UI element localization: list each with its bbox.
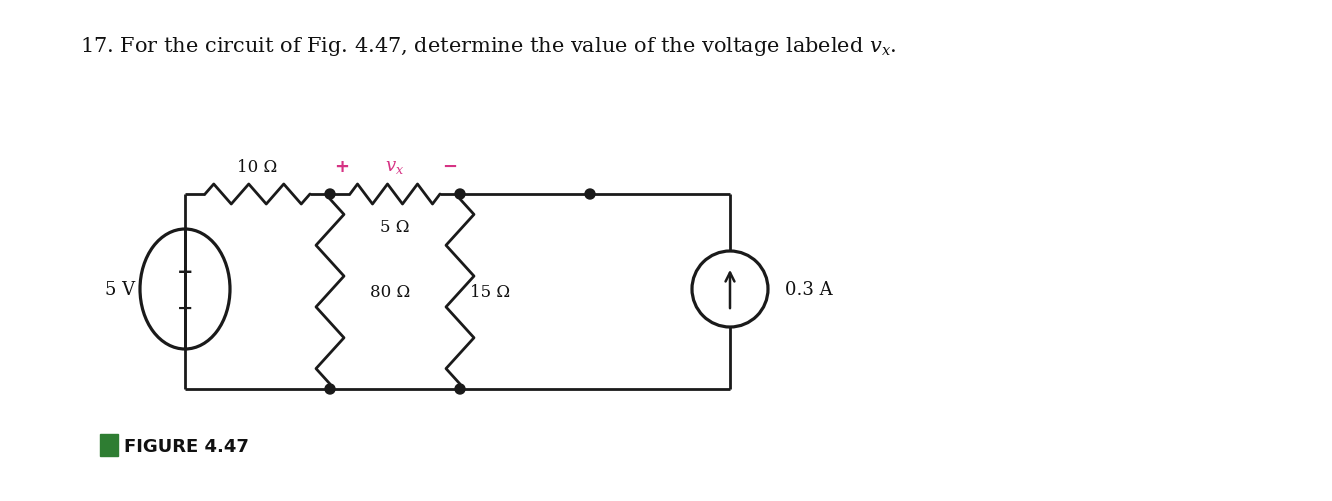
Text: 0.3 A: 0.3 A <box>785 281 832 299</box>
Text: 5 V: 5 V <box>105 281 135 299</box>
Text: +: + <box>177 262 193 281</box>
Text: $v_x$: $v_x$ <box>385 158 405 176</box>
Text: −: − <box>442 158 458 176</box>
Circle shape <box>325 384 336 394</box>
Circle shape <box>456 384 465 394</box>
Text: 17. For the circuit of Fig. 4.47, determine the value of the voltage labeled $v_: 17. For the circuit of Fig. 4.47, determ… <box>80 36 896 59</box>
Circle shape <box>585 189 595 199</box>
Text: 10 Ω: 10 Ω <box>237 158 277 175</box>
Bar <box>100 434 119 456</box>
Text: 5 Ω: 5 Ω <box>380 218 410 235</box>
Text: −: − <box>177 298 193 317</box>
Text: FIGURE 4.47: FIGURE 4.47 <box>124 437 249 455</box>
Text: 15 Ω: 15 Ω <box>470 284 510 301</box>
Text: +: + <box>334 158 349 176</box>
Circle shape <box>456 189 465 199</box>
Circle shape <box>325 189 336 199</box>
Text: 80 Ω: 80 Ω <box>370 284 410 301</box>
